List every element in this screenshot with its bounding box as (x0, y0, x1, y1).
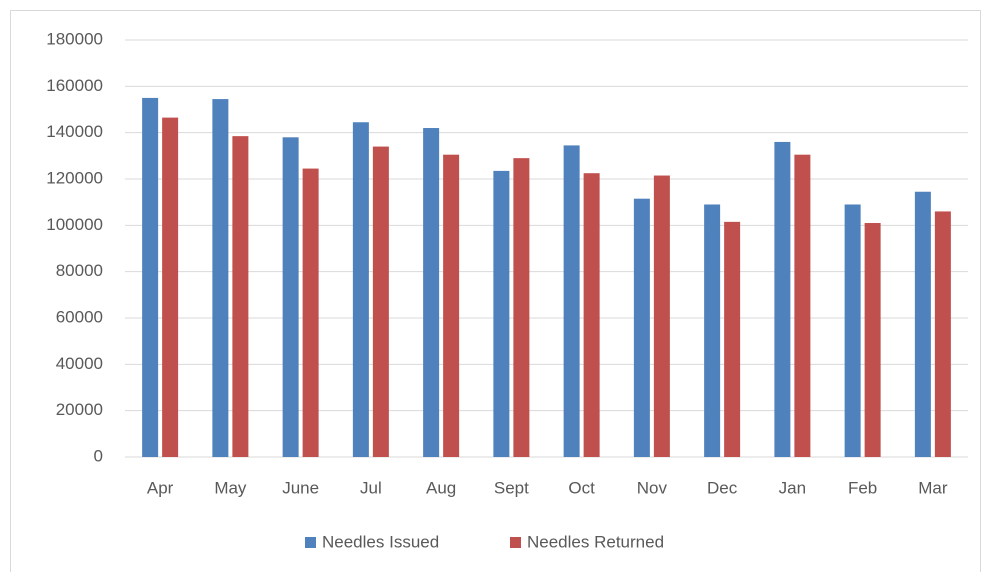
x-tick-label: Aug (426, 478, 456, 497)
bar (653, 175, 670, 457)
bar (302, 168, 319, 457)
x-tick-label: Jan (779, 478, 806, 497)
y-tick-label: 80000 (56, 261, 103, 280)
y-tick-label: 180000 (46, 29, 103, 48)
bar (934, 211, 951, 457)
x-tick-label: Nov (637, 478, 668, 497)
bar (372, 146, 389, 458)
bar (563, 145, 580, 458)
bar (352, 122, 369, 457)
x-tick-label: Mar (918, 478, 948, 497)
legend-label: Needles Returned (527, 532, 664, 551)
bar (774, 141, 791, 457)
x-tick-label: June (282, 478, 319, 497)
y-tick-label: 0 (94, 446, 103, 465)
bar (794, 154, 811, 458)
bar (724, 221, 741, 457)
x-tick-label: Oct (568, 478, 595, 497)
bar (513, 158, 530, 457)
y-tick-label: 60000 (56, 307, 103, 326)
y-tick-label: 40000 (56, 354, 103, 373)
bar (443, 154, 460, 458)
bar (583, 173, 600, 458)
bar (232, 136, 249, 457)
x-tick-label: Feb (848, 478, 877, 497)
y-tick-label: 20000 (56, 400, 103, 419)
x-tick-label: May (214, 478, 247, 497)
y-tick-label: 140000 (46, 122, 103, 141)
x-tick-label: Apr (147, 478, 174, 497)
bar (844, 204, 861, 457)
legend-swatch (305, 537, 316, 548)
legend-label: Needles Issued (322, 532, 439, 551)
x-tick-label: Jul (360, 478, 382, 497)
x-tick-label: Sept (494, 478, 529, 497)
bar (914, 191, 931, 457)
y-tick-label: 100000 (46, 215, 103, 234)
bar (864, 223, 881, 457)
bar (704, 204, 721, 457)
bar (282, 137, 299, 458)
y-tick-label: 120000 (46, 168, 103, 187)
bar (142, 97, 159, 458)
legend-swatch (510, 537, 521, 548)
y-tick-label: 160000 (46, 76, 103, 95)
x-tick-label: Dec (707, 478, 738, 497)
bar (212, 99, 229, 457)
bar (493, 170, 510, 457)
bar (162, 117, 179, 457)
bar (423, 128, 440, 458)
bar (633, 198, 650, 458)
